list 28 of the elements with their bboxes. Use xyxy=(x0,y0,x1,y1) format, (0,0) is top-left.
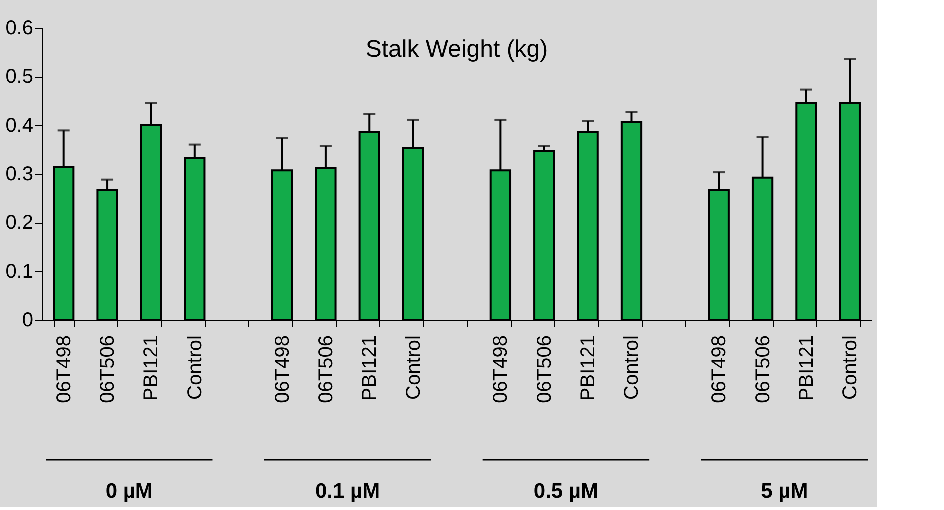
x-tick-label: 06T498 xyxy=(53,336,76,404)
text: 0.5 µM xyxy=(534,480,599,503)
x-tick-label: 06T498 xyxy=(490,336,512,404)
x-tick-label: 06T506 xyxy=(97,336,120,404)
text: 0 µM xyxy=(106,480,153,503)
x-tick-label: PBI121 xyxy=(359,336,382,402)
x-tick-label: Control xyxy=(184,336,206,400)
text: 5 µM xyxy=(761,480,808,503)
x-tick-label: PBI121 xyxy=(796,336,818,402)
y-tick-label: 0.1 xyxy=(6,260,34,283)
x-tick-label: Control xyxy=(840,336,862,400)
x-tick-label: Control xyxy=(402,336,425,400)
x-tick-label: 06T498 xyxy=(708,336,731,404)
chart-title: Stalk Weight (kg) xyxy=(366,36,548,63)
x-tick-label: Control xyxy=(621,336,644,400)
x-tick-label: PBI121 xyxy=(578,336,600,402)
y-tick-label: 0.3 xyxy=(6,164,34,186)
x-tick-label: 06T506 xyxy=(315,336,338,404)
y-tick-label: 0 xyxy=(22,310,34,332)
y-tick-label: 0.6 xyxy=(6,18,34,40)
y-tick-label: 0.5 xyxy=(6,66,34,88)
x-tick-label: 06T506 xyxy=(752,336,774,404)
y-tick-label: 0.4 xyxy=(6,114,34,137)
x-tick-label: PBI121 xyxy=(140,336,163,402)
y-tick-label: 0.2 xyxy=(6,212,34,234)
text: 0.1 µM xyxy=(315,480,380,503)
x-tick-label: 06T498 xyxy=(272,336,294,404)
x-tick-label: 06T506 xyxy=(534,336,556,404)
